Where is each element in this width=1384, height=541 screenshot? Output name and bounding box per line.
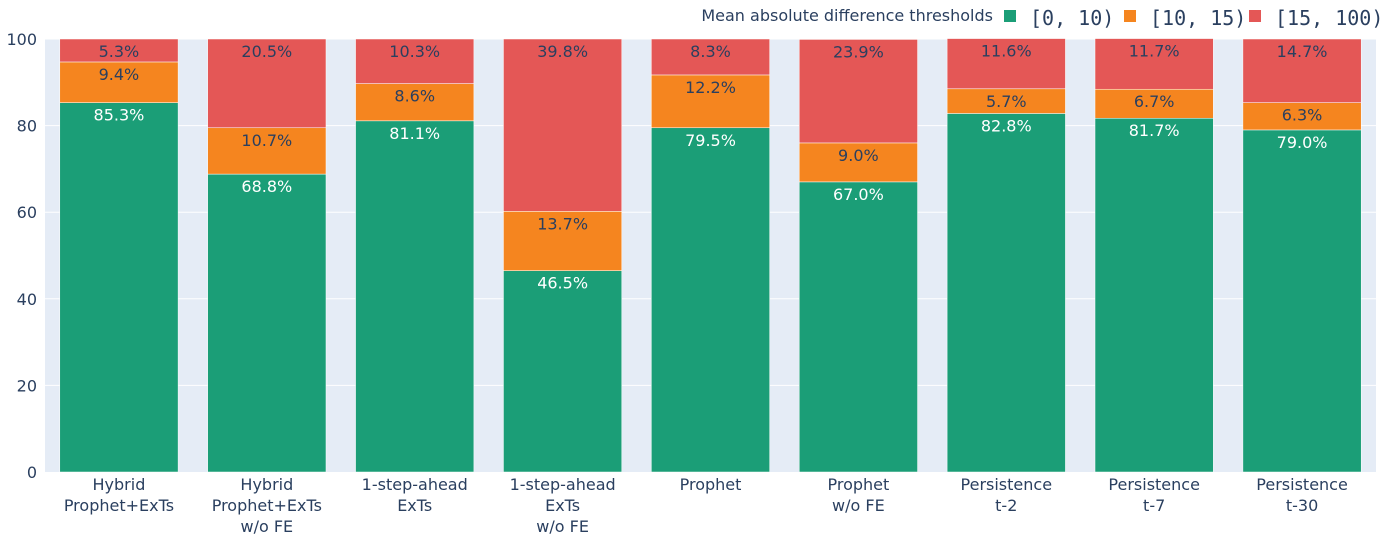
bar-segment	[207, 127, 327, 175]
bar-data-label: 11.7%	[1129, 42, 1180, 61]
bar-segment	[207, 38, 327, 129]
bar-data-label: 67.0%	[833, 185, 884, 204]
x-tick-label: Persistence t-30	[1256, 475, 1348, 515]
x-tick-label: Hybrid Prophet+ExTs	[64, 475, 174, 515]
x-tick-label: 1-step-ahead ExTs w/o FE	[510, 475, 616, 536]
bar-data-label: 10.3%	[389, 42, 440, 61]
bar-segment	[503, 38, 623, 212]
bar-data-label: 12.2%	[685, 78, 736, 97]
bar-segment	[503, 211, 623, 271]
bar-segment	[503, 270, 623, 473]
legend-swatch	[1249, 10, 1261, 22]
y-tick-label: 20	[17, 376, 37, 395]
bar-data-label: 9.0%	[838, 146, 879, 165]
bar-segment	[651, 74, 770, 129]
bar-segment	[1094, 117, 1214, 473]
bar-segment	[355, 38, 475, 84]
legend: Mean absolute difference thresholds [0, …	[701, 6, 1383, 30]
x-tick-label: Prophet w/o FE	[827, 475, 889, 515]
bar-segment	[798, 181, 918, 473]
bar-segment	[355, 120, 475, 473]
bar-segment	[651, 38, 770, 76]
x-tick-label: Hybrid Prophet+ExTs w/o FE	[212, 475, 322, 536]
bar-data-label: 68.8%	[241, 177, 292, 196]
bar-data-label: 8.6%	[394, 87, 435, 106]
bar-data-label: 5.3%	[99, 42, 140, 61]
bar-segment	[59, 102, 179, 473]
x-tick-label: 1-step-ahead ExTs	[362, 475, 468, 515]
legend-label: [15, 100)	[1275, 6, 1383, 30]
bar-segment	[59, 38, 179, 63]
bar-segment	[798, 39, 918, 144]
x-tick-label: Persistence t-7	[1108, 475, 1200, 515]
legend-swatch	[1124, 10, 1136, 22]
x-axis-ticks: Hybrid Prophet+ExTs Hybrid Prophet+ExTs w/o …	[64, 475, 1348, 536]
bar-segment	[798, 142, 918, 183]
x-tick-label: Persistence t-2	[961, 475, 1053, 515]
x-tick-label: Prophet	[680, 475, 742, 494]
bar-data-label: 9.4%	[99, 65, 140, 84]
bar-data-label: 79.5%	[685, 131, 736, 150]
bar-segment	[59, 61, 179, 103]
y-axis-ticks: 0 20 40 60 80 100	[6, 30, 37, 482]
bar-segment	[946, 38, 1066, 90]
y-tick-label: 0	[27, 463, 37, 482]
bar-segment	[946, 113, 1066, 473]
legend-swatch	[1004, 10, 1016, 22]
bar-data-label: 11.6%	[981, 42, 1032, 61]
bar-segment	[1094, 88, 1214, 119]
bar-data-label: 23.9%	[833, 42, 884, 61]
bar-data-label: 81.1%	[389, 124, 440, 143]
y-tick-label: 40	[17, 290, 37, 309]
bar-segment	[1242, 129, 1362, 473]
bar-data-label: 85.3%	[94, 106, 145, 125]
bar-segment	[1242, 102, 1362, 131]
bar-data-label: 13.7%	[537, 214, 588, 233]
bar-data-label: 6.7%	[1134, 92, 1175, 111]
bar-segment	[1242, 38, 1362, 103]
bar-data-label: 20.5%	[241, 42, 292, 61]
bar-segment	[1094, 38, 1214, 90]
bar-data-label: 6.3%	[1282, 106, 1323, 125]
bar-segment	[207, 173, 327, 473]
bar-data-label: 14.7%	[1277, 42, 1328, 61]
bars-group: 85.3% 9.4% 5.3% 68.8% 10.7% 20.5% 81.1% 8.6% 10.…	[59, 38, 1362, 473]
legend-title: Mean absolute difference thresholds	[701, 6, 993, 25]
legend-label: [0, 10)	[1030, 6, 1114, 30]
bar-data-label: 79.0%	[1277, 133, 1328, 152]
bar-segment	[355, 83, 475, 122]
bar-data-label: 8.3%	[690, 42, 731, 61]
bar-data-label: 5.7%	[986, 92, 1027, 111]
y-tick-label: 100	[6, 30, 37, 49]
bar-segment	[946, 88, 1066, 114]
bar-data-label: 39.8%	[537, 42, 588, 61]
bar-data-label: 81.7%	[1129, 121, 1180, 140]
y-tick-label: 80	[17, 117, 37, 136]
legend-label: [10, 15)	[1150, 6, 1246, 30]
y-tick-label: 60	[17, 203, 37, 222]
bar-data-label: 10.7%	[241, 131, 292, 150]
bar-data-label: 46.5%	[537, 274, 588, 293]
bar-data-label: 82.8%	[981, 116, 1032, 135]
bar-segment	[651, 127, 770, 473]
